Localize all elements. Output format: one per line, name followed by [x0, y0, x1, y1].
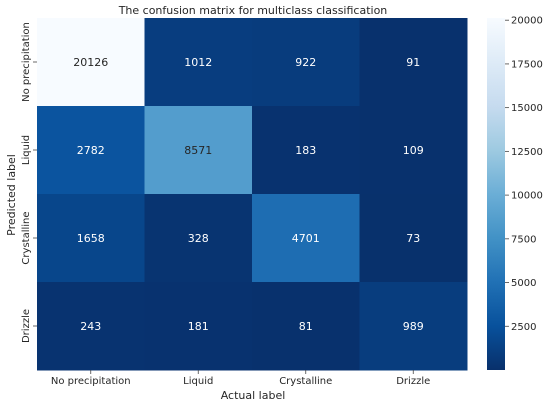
cell-value-label: 922 [295, 56, 316, 69]
cell-value-label: 1658 [77, 232, 105, 245]
heatmap-cell [359, 18, 468, 107]
heatmap-cell [37, 282, 145, 371]
colorbar-tick-label: 7500 [511, 234, 536, 245]
heatmap-cell [144, 194, 253, 283]
x-tick-label: Drizzle [396, 376, 430, 387]
heatmap-cell [37, 106, 145, 195]
cell-value-label: 183 [295, 144, 316, 157]
heatmap-cell [144, 282, 253, 371]
heatmap-cell [252, 194, 360, 283]
heatmap-cell [144, 106, 253, 195]
y-tick-labels: No precipitation Liquid Crystalline Drizzle [21, 22, 37, 343]
cell-value-label: 91 [406, 56, 420, 69]
colorbar-tick-label: 10000 [511, 191, 543, 202]
colorbar-tick-label: 12500 [511, 147, 543, 158]
x-tick-label: Liquid [183, 376, 213, 387]
colorbar [487, 18, 505, 370]
heatmap-cell [37, 194, 145, 283]
cell-value-label: 8571 [184, 144, 212, 157]
x-tick-label: No precipitation [51, 376, 131, 387]
cell-value-label: 1012 [184, 56, 212, 69]
colorbar-tick-label: 5000 [511, 278, 536, 289]
colorbar-tick-label: 2500 [511, 322, 536, 333]
heatmap-cell [37, 18, 145, 107]
y-tick-label: Liquid [21, 135, 32, 165]
cell-value-label: 73 [406, 232, 420, 245]
colorbar-ticks: 2500 5000 7500 10000 12500 15000 17500 20000 [505, 16, 543, 333]
heatmap-cell [144, 18, 253, 107]
x-tick-label: Crystalline [279, 376, 332, 387]
cell-value-label: 181 [188, 320, 209, 333]
y-tick-label: Drizzle [21, 309, 32, 343]
cell-value-label: 328 [188, 232, 209, 245]
y-tick-label: No precipitation [21, 22, 32, 102]
colorbar-tick-label: 17500 [511, 59, 543, 70]
colorbar-tick-label: 15000 [511, 103, 543, 114]
cell-value-label: 109 [403, 144, 424, 157]
heatmap-cell [359, 106, 468, 195]
heatmap-cell [252, 282, 360, 371]
cell-value-label: 4701 [292, 232, 320, 245]
x-tick-labels: No precipitation Liquid Crystalline Drizzle [51, 370, 430, 387]
cell-value-label: 81 [299, 320, 313, 333]
y-tick-label: Crystalline [21, 211, 32, 264]
cell-value-label: 20126 [73, 56, 108, 69]
chart-title: The confusion matrix for multiclass clas… [118, 4, 388, 17]
y-axis-label: Predicted label [5, 154, 18, 236]
heatmap-cells: 20126 1012 922 91 2782 8571 183 109 1658 328 4701 7… [37, 18, 468, 371]
cell-value-label: 2782 [77, 144, 105, 157]
cell-value-label: 243 [80, 320, 101, 333]
heatmap-cell [359, 282, 468, 371]
heatmap-cell [252, 18, 360, 107]
x-axis-label: Actual label [221, 389, 286, 402]
heatmap-cell [359, 194, 468, 283]
cell-value-label: 989 [403, 320, 424, 333]
colorbar-tick-label: 20000 [511, 16, 543, 27]
heatmap-cell [252, 106, 360, 195]
